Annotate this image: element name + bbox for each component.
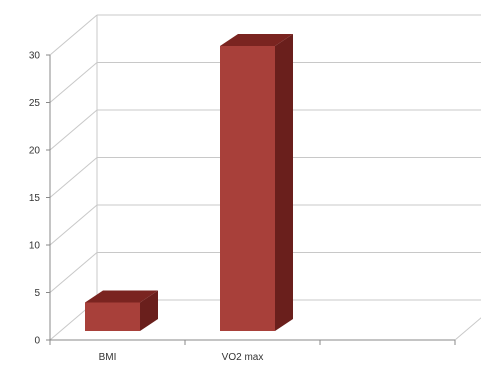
gridline-side-10	[49, 204, 98, 246]
y-tick-label-30: 30	[29, 51, 41, 62]
gridline-side-15	[49, 157, 98, 198]
bars	[85, 34, 293, 331]
axes	[46, 54, 456, 345]
bar-top-face	[85, 290, 158, 303]
y-tick-label-15: 15	[29, 193, 41, 204]
y-tick-label-25: 25	[29, 98, 41, 109]
bar-side-face	[140, 290, 158, 331]
gridline-side-30	[49, 14, 98, 56]
gridline-side-25	[49, 62, 98, 103]
x-tick-labels: BMI VO2 max	[99, 352, 264, 363]
gridline-side-20	[49, 109, 98, 151]
y-tick-label-10: 10	[29, 241, 41, 252]
gridline-side-5	[49, 252, 98, 293]
x-tick-label-1: VO2 max	[222, 352, 264, 363]
floor-right-edge	[454, 317, 481, 341]
bar-vo2-max	[220, 34, 293, 331]
bar-side-face	[275, 34, 293, 331]
bar-bmi	[85, 290, 158, 331]
bar-front-face	[220, 46, 275, 331]
y-tick-labels: 0 5 10 15 20 25 30	[29, 51, 41, 347]
y-tick-label-0: 0	[34, 336, 40, 347]
gridlines	[49, 14, 481, 341]
bar-top-face	[220, 34, 293, 46]
y-tick-label-5: 5	[34, 288, 40, 299]
bar-front-face	[85, 302, 140, 331]
y-tick-label-20: 20	[29, 146, 41, 157]
x-tick-label-0: BMI	[99, 352, 117, 363]
